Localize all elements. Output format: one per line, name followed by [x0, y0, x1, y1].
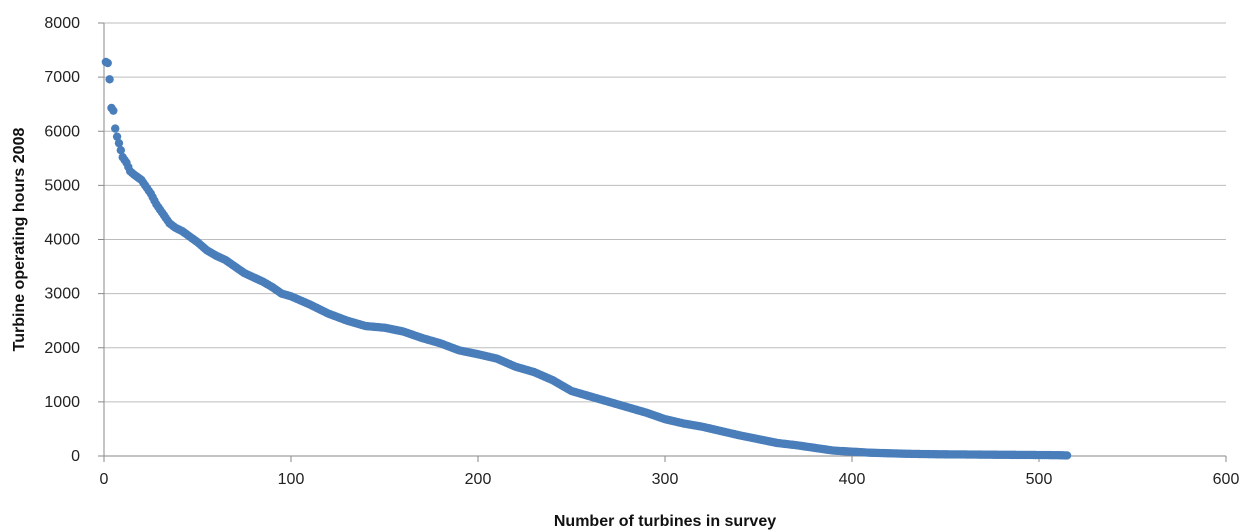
x-tick-label: 500	[1026, 471, 1053, 488]
data-point	[105, 75, 114, 84]
gridlines	[104, 22, 1226, 403]
data-points	[101, 57, 1072, 460]
data-point	[111, 124, 120, 133]
data-point	[1062, 451, 1072, 460]
x-tick-label: 0	[100, 471, 109, 488]
y-tick-label: 3000	[44, 286, 80, 303]
y-axis-title: Turbine operating hours 2008	[11, 128, 28, 352]
x-axis-title: Number of turbines in survey	[554, 513, 776, 530]
y-tick-label: 4000	[44, 232, 80, 249]
data-point	[103, 58, 112, 68]
y-tick-label: 7000	[44, 69, 80, 86]
tick-labels: 0 1000 2000 3000 4000 5000 6000 7000 8000 0 100 200…	[44, 15, 1239, 488]
x-tick-label: 200	[465, 471, 492, 488]
y-tick-label: 6000	[44, 123, 80, 140]
y-tick-label: 2000	[44, 340, 80, 357]
data-point	[112, 132, 122, 141]
data-point	[116, 145, 126, 155]
y-tick-label: 8000	[44, 15, 80, 32]
axes	[98, 22, 1227, 462]
x-tick-label: 300	[652, 471, 679, 488]
y-tick-label: 5000	[44, 177, 80, 194]
data-point	[114, 138, 124, 148]
x-tick-label: 400	[839, 471, 866, 488]
x-tick-label: 600	[1213, 471, 1240, 488]
data-point	[109, 106, 118, 115]
y-tick-label: 1000	[44, 394, 80, 411]
y-tick-label: 0	[71, 448, 80, 465]
x-tick-label: 100	[278, 471, 305, 488]
